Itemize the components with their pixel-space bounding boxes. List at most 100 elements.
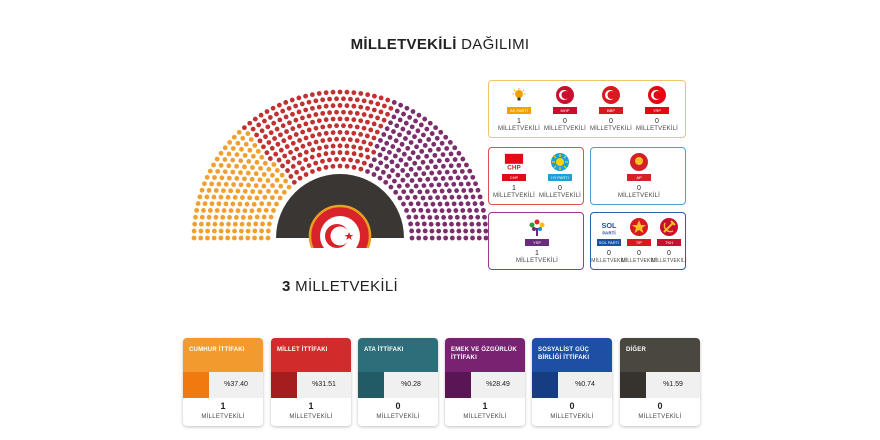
- seat-dot: [448, 151, 454, 157]
- seat-dot: [265, 228, 271, 234]
- seat-dot: [451, 201, 457, 207]
- alliance-card[interactable]: DİĞER %1.59 0 MİLLETVEKİLİ: [620, 338, 700, 426]
- seat-dot: [411, 207, 417, 213]
- seat-dot: [433, 164, 438, 170]
- seat-dot: [341, 109, 346, 115]
- party-iyi-parti[interactable]: İYİ PARTİ 0 MİLLETVEKİLİ: [536, 152, 584, 199]
- seat-dot: [303, 135, 309, 141]
- seat-dot: [408, 221, 414, 227]
- seat-dot: [384, 140, 390, 146]
- seat-dot: [449, 194, 455, 200]
- seat-dot: [247, 120, 253, 126]
- seat-dot: [294, 146, 300, 152]
- seat-dot: [230, 146, 236, 151]
- seat-dot: [296, 160, 302, 166]
- party-abbr: YRP: [645, 107, 669, 114]
- seat-dot: [239, 146, 244, 152]
- seat-dot: [392, 178, 397, 184]
- seat-dot: [258, 235, 264, 241]
- seat-dot: [323, 130, 329, 136]
- seat-dot: [235, 188, 241, 194]
- seat-dot: [444, 157, 450, 163]
- seat-dot: [221, 208, 227, 213]
- seat-dot: [330, 130, 336, 135]
- seat-dot: [371, 135, 377, 141]
- alliance-card[interactable]: EMEK VE ÖZGÜRLÜK İTTİFAKI %28.49 1 MİLLE…: [445, 338, 525, 426]
- seat-dot: [407, 114, 413, 120]
- seat-dot: [306, 113, 312, 119]
- seat-dot: [432, 208, 438, 214]
- seat-dot: [365, 92, 371, 98]
- seat-dot: [337, 143, 343, 149]
- seat-dot: [225, 235, 231, 241]
- seat-dot: [416, 112, 422, 118]
- party-bbp[interactable]: BBP 0 MİLLETVEKİLİ: [587, 85, 635, 132]
- party-abbr: YSP: [525, 239, 549, 246]
- seat-dot: [368, 127, 374, 133]
- party-yrp[interactable]: YRP 0 MİLLETVEKİLİ: [633, 85, 681, 132]
- seat-dot: [374, 143, 380, 149]
- party-ap[interactable]: AP 0 MİLLETVEKİLİ: [615, 152, 663, 199]
- alliance-card[interactable]: MİLLET İTTİFAKI %31.51 1 MİLLETVEKİLİ: [271, 338, 351, 426]
- seat-dot: [387, 135, 393, 140]
- seat-dot: [234, 176, 240, 181]
- seat-dot: [261, 183, 267, 189]
- seat-dot: [344, 103, 350, 109]
- seat-dot: [426, 137, 432, 142]
- seat-dot: [409, 235, 415, 241]
- seat-dot: [418, 207, 424, 213]
- seat-dot: [436, 146, 441, 152]
- party-tkh[interactable]: TKH 0 MİLLETVEKİLİ: [645, 217, 693, 264]
- seat-dot: [454, 188, 459, 194]
- party-seat-count: 0: [637, 185, 641, 192]
- alliance-card[interactable]: SOSYALİST GÜÇ BİRLİĞİ İTTİFAKI %0.74 0 M…: [532, 338, 612, 426]
- seat-dot: [267, 114, 273, 120]
- seat-dot: [378, 95, 384, 101]
- party-tip[interactable]: TİP 0 MİLLETVEKİLİ: [615, 217, 663, 264]
- seat-dot: [278, 147, 284, 153]
- party-sol-parti[interactable]: SOL PARTİ SOL PARTİ 0 MİLLETVEKİLİ: [585, 217, 633, 264]
- seat-dot: [316, 152, 322, 158]
- seat-dot: [252, 235, 257, 241]
- seat-dot: [228, 208, 234, 213]
- party-mhp[interactable]: MHP 0 MİLLETVEKİLİ: [541, 85, 589, 132]
- party-chp[interactable]: CHP CHP 1 MİLLETVEKİLİ: [490, 152, 538, 199]
- seat-dot: [443, 134, 449, 140]
- seat-dot: [409, 178, 415, 183]
- seat-dot: [410, 150, 416, 156]
- seat-dot: [259, 228, 264, 234]
- seat-dot: [330, 143, 336, 149]
- seat-dot: [228, 188, 234, 194]
- seat-dot: [344, 116, 350, 122]
- alliance-card[interactable]: CUMHUR İTTİFAKI %37.40 1 MİLLETVEKİLİ: [183, 338, 263, 426]
- seat-dot: [245, 235, 251, 241]
- seat-dot: [384, 126, 390, 132]
- seat-dot: [396, 183, 402, 189]
- seat-dot: [291, 155, 297, 161]
- seat-dot: [413, 118, 418, 124]
- seat-dot: [469, 221, 475, 227]
- alliance-card[interactable]: ATA İTTİFAKI %0.28 0 MİLLETVEKİLİ: [358, 338, 438, 426]
- seat-dot: [259, 201, 265, 207]
- party-ysp[interactable]: YSP 1 MİLLETVEKİLİ: [513, 217, 561, 264]
- seat-dot: [440, 163, 446, 169]
- seat-dot: [330, 103, 336, 109]
- seat-dot: [436, 228, 442, 234]
- seat-dot: [397, 132, 402, 138]
- party-ak-parti[interactable]: AK PARTİ 1 MİLLETVEKİLİ: [495, 85, 543, 132]
- seat-dot: [247, 195, 253, 201]
- seat-dot: [266, 201, 272, 207]
- seat-dot: [265, 178, 271, 183]
- seat-dot: [226, 163, 232, 169]
- sosyalist-parties-box: SOL PARTİ SOL PARTİ 0 MİLLETVEKİLİ TİP 0 MİLLET…: [590, 212, 687, 270]
- seat-dot: [244, 201, 250, 207]
- seat-dot: [378, 160, 384, 166]
- seat-dot: [274, 126, 280, 132]
- seat-dot: [406, 214, 412, 220]
- seat-dot: [434, 215, 440, 220]
- seat-dot: [388, 120, 393, 126]
- seat-dot: [300, 143, 306, 149]
- seat-dot: [375, 101, 381, 107]
- seat-dot: [452, 157, 458, 162]
- party-seat-label: MİLLETVEKİLİ: [621, 258, 657, 264]
